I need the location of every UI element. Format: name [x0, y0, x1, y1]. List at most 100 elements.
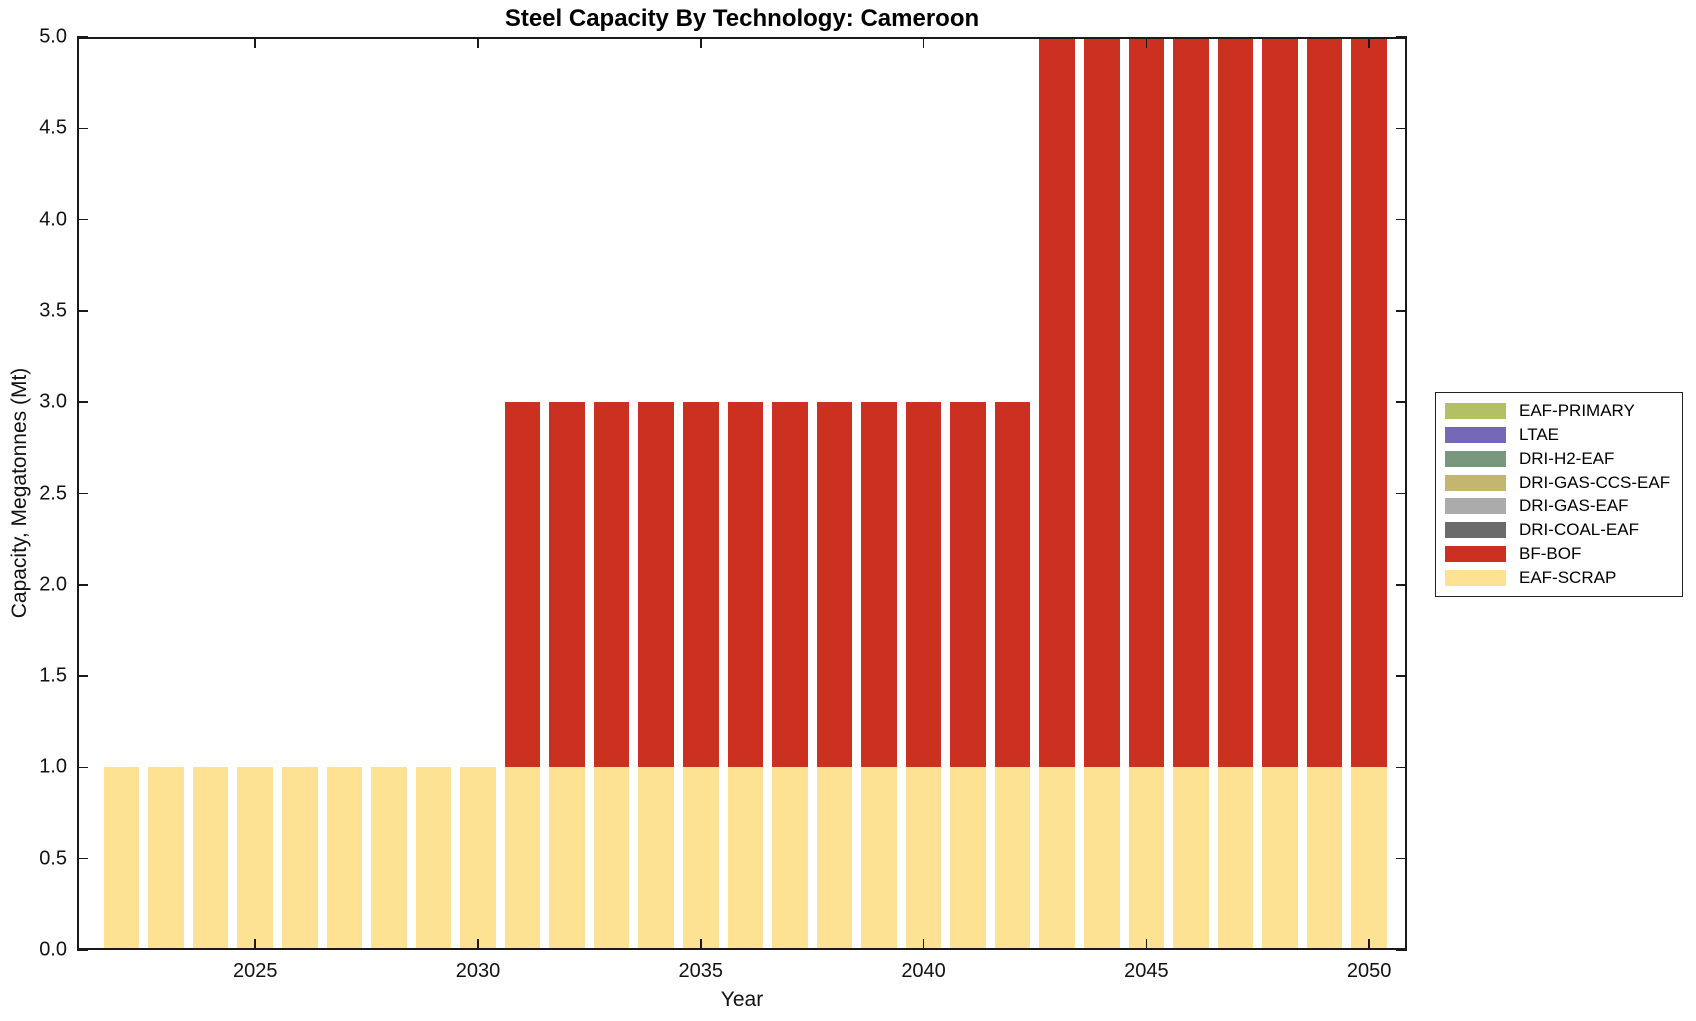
- bar-segment-bf-bof-2045: [1128, 37, 1165, 768]
- bar-segment-bf-bof-2040: [905, 402, 942, 768]
- bar-segment-bf-bof-2048: [1262, 37, 1298, 768]
- x-axis-label: Year: [720, 988, 764, 1011]
- legend-swatch-eaf-scrap: [1445, 570, 1506, 586]
- x-tick-label: 2025: [232, 960, 278, 982]
- y-tick-mark: [77, 401, 88, 403]
- bar-segment-eaf-scrap-2040: [905, 767, 942, 950]
- y-tick-mark: [1396, 36, 1407, 38]
- y-tick-mark: [1396, 857, 1407, 860]
- bar-segment-eaf-scrap-2036: [727, 767, 764, 950]
- x-tick-mark: [922, 939, 925, 950]
- bar-segment-eaf-scrap-2022: [103, 767, 140, 950]
- bar-segment-bf-bof-2050: [1351, 37, 1387, 768]
- bar-segment-eaf-scrap-2039: [861, 767, 897, 950]
- bar-segment-eaf-scrap-2030: [460, 767, 496, 950]
- y-tick-mark: [77, 857, 88, 860]
- bar-segment-eaf-scrap-2028: [371, 767, 407, 950]
- bar-segment-bf-bof-2032: [549, 402, 585, 768]
- legend-item-dri-gas-ccs-eaf: DRI-GAS-CCS-EAF: [1445, 473, 1678, 493]
- bar-segment-bf-bof-2037: [772, 402, 808, 768]
- bar-segment-eaf-scrap-2038: [816, 767, 853, 950]
- y-tick-label: 0.0: [39, 938, 67, 961]
- legend-label: DRI-GAS-EAF: [1519, 496, 1629, 516]
- bar-segment-eaf-scrap-2045: [1128, 767, 1165, 950]
- bar-segment-bf-bof-2049: [1306, 37, 1343, 768]
- bar-segment-eaf-scrap-2037: [772, 767, 808, 950]
- y-tick-label: 1.5: [39, 664, 67, 687]
- bar-segment-bf-bof-2039: [861, 402, 897, 768]
- y-tick-label: 0.5: [39, 847, 67, 870]
- y-tick-mark: [77, 675, 88, 677]
- bar-segment-bf-bof-2034: [638, 402, 675, 768]
- bar-segment-bf-bof-2031: [504, 402, 541, 768]
- x-tick-mark: [922, 37, 925, 48]
- x-tick-label: 2030: [455, 960, 501, 982]
- bar-segment-bf-bof-2035: [682, 402, 719, 768]
- legend-label: EAF-SCRAP: [1519, 568, 1617, 587]
- y-tick-mark: [1396, 127, 1407, 130]
- bar-segment-eaf-scrap-2044: [1083, 767, 1120, 950]
- y-tick-mark: [1396, 949, 1407, 951]
- legend-item-eaf-scrap: EAF-SCRAP: [1445, 568, 1678, 588]
- bar-segment-eaf-scrap-2031: [504, 767, 541, 950]
- legend: EAF-PRIMARY LTAE DRI-H2-EAF DRI-GAS-CCS-EAF…: [1435, 392, 1683, 597]
- y-tick-label: 5.0: [39, 25, 67, 48]
- x-tick-label: 2050: [1346, 960, 1392, 982]
- chart-title: Steel Capacity By Technology: Cameroon: [504, 5, 980, 32]
- legend-swatch-bf-bof: [1445, 546, 1506, 563]
- legend-label: DRI-GAS-CCS-EAF: [1519, 472, 1671, 492]
- bar-segment-bf-bof-2044: [1083, 37, 1120, 768]
- x-tick-mark: [1368, 939, 1370, 950]
- bar-segment-eaf-scrap-2024: [192, 767, 229, 950]
- x-tick-label: 2035: [678, 960, 724, 982]
- y-tick-label: 1.0: [39, 755, 67, 778]
- x-tick-mark: [254, 37, 256, 48]
- bar-segment-bf-bof-2042: [994, 402, 1031, 768]
- legend-item-bf-bof: BF-BOF: [1445, 544, 1678, 564]
- legend-swatch-dri-gas-eaf: [1445, 498, 1506, 515]
- bar-segment-eaf-scrap-2025: [237, 767, 274, 950]
- y-tick-mark: [77, 949, 88, 951]
- legend-swatch-dri-h2-eaf: [1445, 450, 1506, 467]
- legend-swatch-ltae: [1445, 426, 1506, 443]
- bar-segment-eaf-scrap-2033: [593, 767, 630, 950]
- bar-segment-eaf-scrap-2043: [1039, 767, 1076, 950]
- bar-segment-bf-bof-2047: [1217, 37, 1254, 768]
- x-tick-mark: [1145, 939, 1148, 950]
- y-tick-mark: [77, 36, 88, 38]
- y-tick-mark: [1396, 310, 1407, 312]
- bar-segment-bf-bof-2033: [593, 402, 630, 768]
- legend-label: LTAE: [1519, 424, 1559, 444]
- y-tick-label: 2.5: [39, 482, 67, 504]
- y-axis-label: Capacity, Megatonnes (Mt): [8, 367, 31, 619]
- y-tick-mark: [77, 584, 88, 586]
- x-tick-mark: [1145, 37, 1148, 48]
- y-tick-label: 3.0: [39, 390, 67, 413]
- bar-segment-eaf-scrap-2050: [1351, 767, 1387, 950]
- y-tick-mark: [1396, 675, 1407, 677]
- bar-segment-bf-bof-2036: [727, 402, 764, 768]
- legend-label: DRI-H2-EAF: [1519, 448, 1615, 468]
- legend-item-eaf-primary: EAF-PRIMARY: [1445, 401, 1678, 421]
- legend-swatch-dri-coal-eaf: [1445, 522, 1506, 539]
- bar-segment-eaf-scrap-2049: [1306, 767, 1343, 950]
- x-tick-mark: [477, 37, 479, 48]
- legend-label: BF-BOF: [1519, 544, 1582, 564]
- legend-item-dri-coal-eaf: DRI-COAL-EAF: [1445, 520, 1678, 540]
- bar-segment-bf-bof-2038: [816, 402, 853, 768]
- y-tick-mark: [1396, 584, 1407, 586]
- legend-item-dri-gas-eaf: DRI-GAS-EAF: [1445, 496, 1678, 516]
- legend-swatch-dri-gas-ccs-eaf: [1445, 474, 1506, 491]
- y-tick-mark: [77, 766, 88, 769]
- legend-item-dri-h2-eaf: DRI-H2-EAF: [1445, 449, 1678, 469]
- legend-label: EAF-PRIMARY: [1519, 400, 1635, 420]
- bar-segment-eaf-scrap-2029: [415, 767, 452, 950]
- x-tick-label: 2040: [901, 960, 946, 982]
- y-tick-label: 4.0: [39, 208, 67, 231]
- bar-segment-eaf-scrap-2034: [638, 767, 675, 950]
- bar-segment-eaf-scrap-2046: [1173, 767, 1209, 950]
- legend-item-ltae: LTAE: [1445, 425, 1678, 445]
- y-tick-mark: [77, 310, 88, 312]
- bar-segment-bf-bof-2046: [1173, 37, 1209, 768]
- bar-segment-eaf-scrap-2026: [281, 767, 318, 950]
